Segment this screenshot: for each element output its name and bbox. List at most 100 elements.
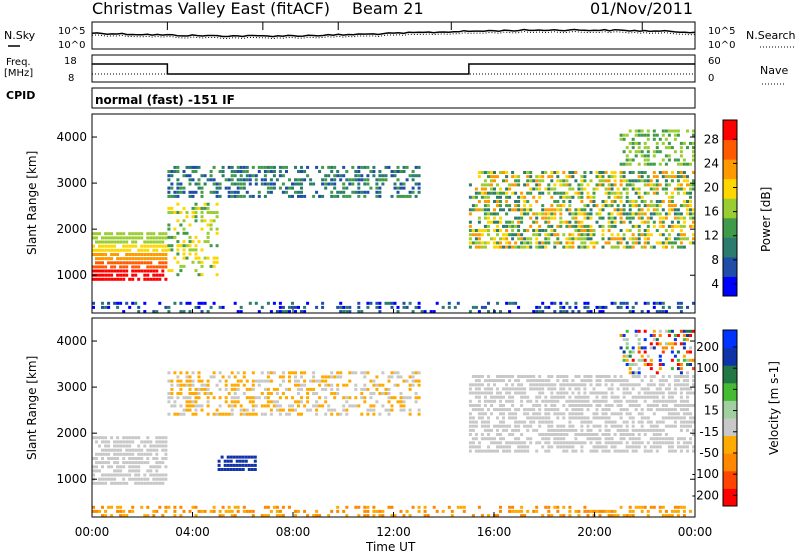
velocity-cell (610, 424, 614, 428)
power-cell (399, 186, 403, 190)
power-cell (508, 241, 512, 245)
velocity-cell (523, 395, 527, 399)
colorbar-swatch (723, 382, 737, 401)
velocity-cell (185, 383, 189, 387)
power-cell (637, 212, 641, 216)
nave-tick-high: 60 (708, 56, 721, 67)
velocity-cell (646, 416, 650, 420)
power-cell (574, 224, 578, 228)
velocity-cell (235, 463, 239, 467)
velocity-cell (547, 375, 551, 378)
velocity-cell (330, 408, 334, 412)
velocity-cell (520, 387, 524, 391)
velocity-cell (185, 404, 189, 408)
velocity-cell (661, 505, 665, 509)
velocity-cell (652, 424, 656, 428)
power-cell (339, 305, 343, 309)
power-cell (149, 269, 153, 273)
power-cell (173, 190, 177, 194)
velocity-cell (477, 387, 481, 391)
power-cell (673, 216, 677, 220)
velocity-cell (161, 481, 165, 485)
velocity-cell (375, 383, 379, 387)
power-cell (119, 261, 123, 265)
power-cell (676, 179, 680, 183)
velocity-cell (679, 387, 683, 391)
velocity-cell (143, 440, 147, 444)
power-cell (194, 206, 198, 210)
power-cell (170, 211, 174, 214)
power-cell (682, 204, 686, 208)
power-cell (640, 195, 644, 199)
velocity-cell (152, 509, 156, 513)
velocity-cell (269, 509, 273, 513)
power-cell (245, 190, 249, 194)
velocity-cell (673, 404, 677, 407)
velocity-cell (646, 404, 650, 407)
velocity-cell (116, 509, 120, 513)
velocity-cell (248, 396, 252, 400)
power-cell (188, 194, 192, 198)
velocity-cell (275, 400, 279, 404)
velocity-cell (387, 400, 391, 404)
velocity-cell (565, 408, 569, 412)
power-cell (523, 195, 527, 199)
velocity-cell (104, 436, 108, 440)
power-cell (565, 241, 569, 245)
power-cell (565, 179, 569, 183)
power-cell (396, 190, 400, 194)
velocity-cell (318, 396, 322, 400)
power-cell (176, 252, 180, 256)
velocity-cell (514, 449, 518, 453)
velocity-cell (251, 408, 255, 412)
power-cell (508, 183, 512, 187)
power-cell (393, 170, 397, 173)
power-cell (402, 301, 406, 305)
velocity-cell (493, 441, 496, 445)
velocity-cell (559, 387, 563, 391)
velocity-cell (468, 445, 472, 449)
power-cell (538, 310, 542, 314)
velocity-cell (580, 449, 584, 453)
velocity-cell (604, 375, 608, 378)
power-cell (131, 257, 135, 261)
power-cell (179, 186, 183, 190)
velocity-cell (119, 481, 123, 485)
velocity-cell (390, 375, 394, 379)
velocity-cell (508, 379, 512, 383)
velocity-cell (619, 449, 623, 453)
velocity-cell (294, 379, 297, 383)
power-cell (134, 265, 138, 269)
power-cell (173, 211, 177, 214)
power-cell (342, 165, 346, 169)
power-cell (303, 178, 307, 182)
velocity-cell (652, 412, 656, 416)
power-cell (517, 175, 521, 179)
power-cell (689, 224, 692, 228)
power-cell (357, 301, 361, 305)
power-cell (327, 174, 331, 178)
power-cell (200, 248, 204, 252)
power-cell (692, 187, 695, 191)
velocity-cell (637, 391, 641, 395)
velocity-cell (565, 445, 569, 449)
velocity-cell (517, 449, 521, 453)
velocity-cell (631, 449, 635, 453)
velocity-cell (637, 375, 641, 378)
velocity-cell (405, 379, 409, 383)
power-cell (631, 233, 635, 237)
velocity-cell (655, 395, 659, 399)
velocity-cell (640, 387, 644, 391)
velocity-cell (613, 509, 617, 513)
velocity-cell (619, 404, 623, 407)
velocity-cell (468, 449, 472, 453)
velocity-cell (670, 367, 674, 371)
velocity-cell (288, 408, 291, 412)
power-cell (294, 305, 297, 309)
velocity-cell (526, 399, 530, 403)
power-cell (529, 224, 533, 228)
power-cell (487, 229, 490, 232)
velocity-cell (450, 509, 454, 513)
velocity-cell (625, 379, 629, 383)
power-cell (125, 257, 129, 261)
